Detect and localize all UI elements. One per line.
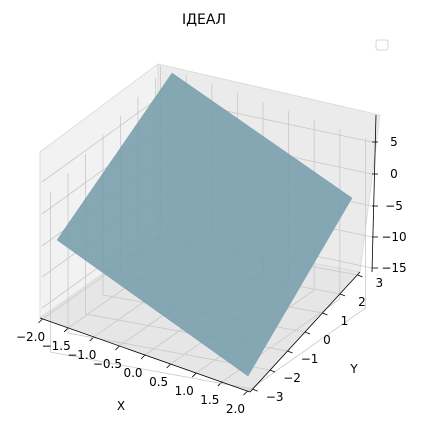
y-tick-label: 3 xyxy=(376,276,384,290)
y-tick-mark xyxy=(357,274,363,278)
x-tick-label: 2.0 xyxy=(226,402,245,416)
y-tick-label: −2 xyxy=(283,371,301,385)
x-gridline xyxy=(247,307,366,392)
x-tick-mark xyxy=(38,318,43,324)
x-tick-label: 1.5 xyxy=(200,393,219,407)
x-tick-mark xyxy=(217,381,223,387)
x-axis-label: X xyxy=(117,399,125,413)
y-tick-mark xyxy=(322,312,328,316)
y-tick-mark xyxy=(252,388,258,392)
z-tick-label: −10 xyxy=(381,230,406,244)
x-tick-label: −1.0 xyxy=(67,348,96,362)
y-axis-label: Y xyxy=(349,362,358,376)
x-tick-mark xyxy=(191,372,197,378)
x-tick-mark xyxy=(140,354,146,360)
x-tick-mark xyxy=(166,363,171,369)
y-tick-mark xyxy=(287,350,293,354)
x-tick-mark xyxy=(115,345,120,351)
z-tick-label: 0 xyxy=(390,167,398,181)
surface-plane xyxy=(56,72,353,377)
z-tick-label: 5 xyxy=(390,135,398,149)
y-tick-mark xyxy=(304,331,311,335)
y-tick-mark xyxy=(339,293,346,297)
z-gridline-left xyxy=(41,96,161,183)
x-tick-label: −0.5 xyxy=(93,357,122,371)
x-tick-label: 0.5 xyxy=(149,375,168,389)
z-tick-labels: −15 −10 −5 0 5 xyxy=(381,135,406,275)
x-tick-label: −2.0 xyxy=(16,330,45,344)
chart-title: ІДЕАЛ xyxy=(182,12,226,28)
y-tick-label: −1 xyxy=(301,352,319,366)
x-axis-line xyxy=(39,317,251,393)
x-tick-labels: −2.0−1.5−1.0−0.50.0 0.5 1.0 1.5 2.0 xyxy=(16,330,245,416)
y-tick-label: 1 xyxy=(341,314,349,328)
y-tick-label: 0 xyxy=(323,333,331,347)
y-gridline xyxy=(50,351,253,390)
x-tick-mark xyxy=(243,390,248,396)
y-tick-mark xyxy=(269,369,276,373)
y-tick-label: 2 xyxy=(358,295,366,309)
z-tick-label: −15 xyxy=(381,261,406,275)
y-tick-label: −3 xyxy=(266,390,284,404)
y-axis-line xyxy=(249,271,361,393)
x-tick-label: 1.0 xyxy=(175,384,194,398)
x-tick-label: 0.0 xyxy=(123,366,142,380)
z-axis-line xyxy=(371,114,377,273)
z-tick-label: −5 xyxy=(385,199,403,213)
x-tick-label: −1.5 xyxy=(42,339,71,353)
legend-box xyxy=(375,39,389,51)
x-tick-mark xyxy=(63,327,69,333)
